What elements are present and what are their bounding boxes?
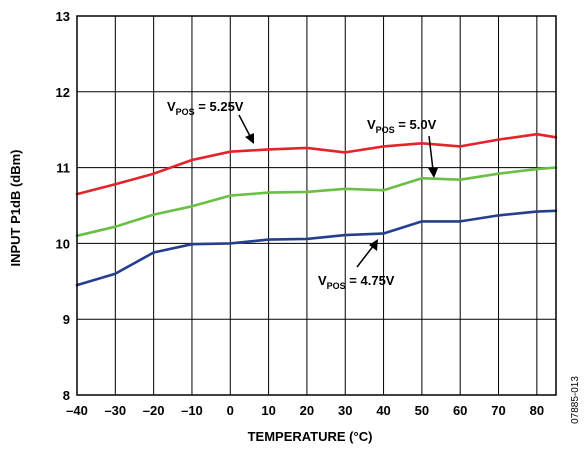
annotation-vpos-5-25v: VPOS = 5.25V <box>167 99 254 144</box>
plot-frame <box>76 15 557 396</box>
series-line-1 <box>75 166 558 238</box>
figure-id: 07885-013 <box>570 376 581 424</box>
svg-text:VPOS = 4.75V: VPOS = 4.75V <box>318 273 395 291</box>
x-tick-label: 50 <box>415 403 429 418</box>
annotations: VPOS = 5.25V VPOS = 5.0V VPOS = 4.75V <box>167 99 438 291</box>
x-tick-label: 20 <box>300 403 314 418</box>
x-tick-label: 80 <box>530 403 544 418</box>
series-line-0 <box>75 132 558 196</box>
grid <box>76 15 556 396</box>
svg-text:VPOS = 5.0V: VPOS = 5.0V <box>367 117 437 135</box>
x-tick-labels: –40 –30 –20 –10 0 10 20 30 40 50 60 70 80 <box>66 403 544 418</box>
series-line-2 <box>75 209 558 287</box>
arrow-icon <box>356 239 378 268</box>
arrow-icon <box>238 114 254 144</box>
svg-text:VPOS = 5.25V: VPOS = 5.25V <box>167 99 244 117</box>
y-tick-label: 12 <box>56 85 70 100</box>
x-tick-label: –30 <box>104 403 126 418</box>
y-tick-label: 11 <box>56 161 70 176</box>
x-tick-label: 30 <box>338 403 352 418</box>
x-tick-label: 0 <box>227 403 234 418</box>
x-tick-label: 40 <box>376 403 390 418</box>
y-axis-title: INPUT P1dB (dBm) <box>8 150 23 267</box>
y-tick-label: 13 <box>56 9 70 24</box>
x-tick-label: 10 <box>261 403 275 418</box>
x-tick-label: 60 <box>453 403 467 418</box>
x-tick-label: –10 <box>181 403 203 418</box>
y-tick-label: 8 <box>63 388 70 403</box>
y-tick-label: 9 <box>63 312 70 327</box>
series-layer <box>75 132 558 287</box>
y-tick-label: 10 <box>56 236 70 251</box>
annotation-vpos-4-75v: VPOS = 4.75V <box>318 239 395 291</box>
annotation-vpos-5-0v: VPOS = 5.0V <box>367 117 438 178</box>
arrow-icon <box>428 135 438 178</box>
y-tick-labels: 8 9 10 11 12 13 <box>56 9 70 403</box>
x-tick-label: 70 <box>491 403 505 418</box>
x-axis-title: TEMPERATURE (°C) <box>248 429 373 444</box>
x-tick-label: –20 <box>143 403 165 418</box>
x-tick-label: –40 <box>66 403 88 418</box>
